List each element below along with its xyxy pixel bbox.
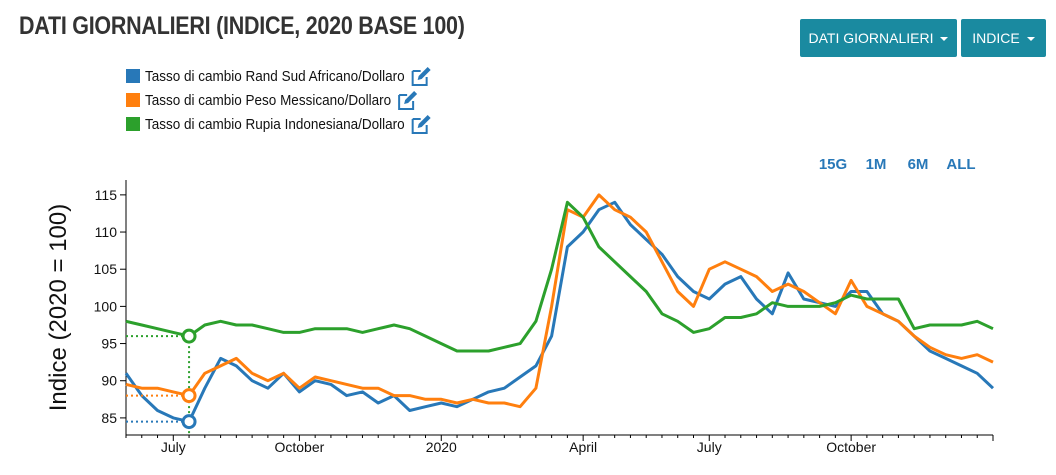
- edit-icon-pen[interactable]: [417, 67, 431, 80]
- edit-icon-pen[interactable]: [404, 91, 418, 104]
- y-tick-label: 115: [95, 187, 118, 203]
- x-tick-label: April: [569, 439, 597, 455]
- series-line: [124, 200, 995, 424]
- y-tick-label: 85: [101, 410, 117, 426]
- edit-icon-box[interactable]: [411, 118, 428, 134]
- legend-swatch: [126, 69, 140, 83]
- legend-swatch: [126, 93, 140, 107]
- edit-icon-box[interactable]: [398, 94, 415, 110]
- hover-point: [181, 414, 197, 430]
- hover-point: [181, 328, 197, 344]
- legend-label: Tasso di cambio Rand Sud Africano/Dollar…: [145, 68, 405, 85]
- legend-swatch: [126, 117, 140, 131]
- edit-icon-pen[interactable]: [417, 115, 431, 128]
- range-button[interactable]: 15G: [819, 156, 847, 173]
- range-button[interactable]: 6M: [908, 156, 929, 173]
- y-tick-label: 110: [95, 224, 118, 240]
- legend-label: Tasso di cambio Peso Messicano/Dollaro: [145, 92, 391, 109]
- y-tick-label: 90: [101, 373, 117, 389]
- x-tick-label: October: [826, 439, 876, 455]
- x-tick-label: July: [697, 439, 722, 455]
- y-axis-label: Indice (2020 = 100): [45, 204, 72, 411]
- x-tick-label: October: [274, 439, 324, 455]
- button-label[interactable]: INDICE: [972, 30, 1020, 46]
- y-tick-label: 95: [101, 336, 117, 352]
- hover-point: [181, 388, 197, 404]
- edit-icon[interactable]: [398, 91, 418, 110]
- range-button[interactable]: 1M: [866, 156, 887, 173]
- edit-icon[interactable]: [411, 115, 431, 134]
- edit-icon-box[interactable]: [411, 70, 428, 86]
- dropdown-button[interactable]: DATI GIORNALIERI: [800, 19, 957, 57]
- button-label[interactable]: DATI GIORNALIERI: [808, 30, 934, 46]
- series-line: [125, 193, 994, 409]
- dropdown-button[interactable]: INDICE: [961, 19, 1046, 57]
- edit-icon[interactable]: [411, 67, 431, 86]
- y-tick-label: 100: [94, 298, 118, 314]
- x-tick-label: 2020: [426, 439, 457, 455]
- range-button[interactable]: ALL: [946, 156, 975, 173]
- legend-label: Tasso di cambio Rupia Indonesiana/Dollar…: [145, 116, 405, 133]
- chart-title: DATI GIORNALIERI (INDICE, 2020 BASE 100): [19, 12, 465, 40]
- series-line: [125, 200, 994, 353]
- x-tick-label: July: [161, 439, 186, 455]
- y-tick-label: 105: [94, 261, 118, 277]
